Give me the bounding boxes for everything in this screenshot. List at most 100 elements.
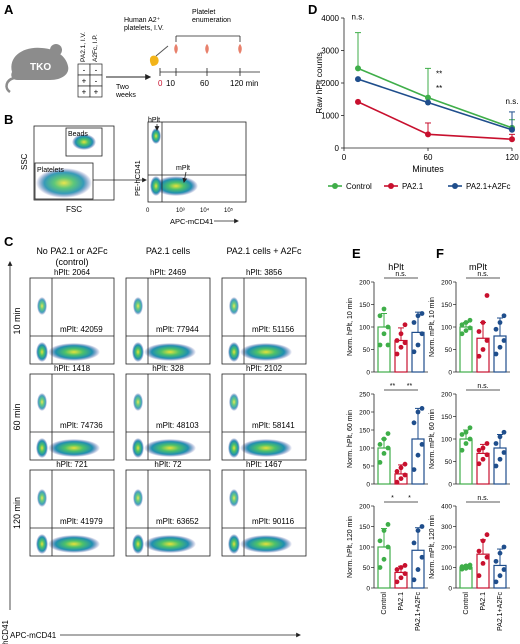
data-point bbox=[411, 349, 417, 355]
y-tick-label: 0 bbox=[448, 482, 452, 489]
treatment-label-pa21: PA2.1, I.V. bbox=[80, 32, 87, 62]
category-label: PA2.1 bbox=[398, 592, 405, 611]
data-point bbox=[509, 136, 515, 143]
mplt-count: mPlt: 63652 bbox=[156, 517, 199, 526]
data-point bbox=[463, 320, 469, 325]
legend-label: PA2.1+A2Fc bbox=[466, 182, 511, 191]
hplt-density bbox=[133, 297, 143, 315]
fsc-axis-label: FSC bbox=[66, 205, 82, 214]
mplt-count: mPlt: 42059 bbox=[60, 325, 103, 334]
y-tick-label: 100 bbox=[359, 325, 370, 332]
data-point bbox=[493, 558, 499, 564]
data-point bbox=[385, 522, 391, 527]
y-axis-label: Norm. mPlt, 120 min bbox=[429, 515, 436, 579]
y-tick-label: 100 bbox=[441, 325, 452, 332]
data-point bbox=[459, 331, 465, 337]
hplt-count: hPlt: 1418 bbox=[54, 364, 91, 373]
data-point bbox=[398, 476, 404, 481]
data-point bbox=[419, 331, 425, 337]
data-point bbox=[377, 313, 383, 319]
data-point bbox=[394, 469, 400, 474]
hplt-density bbox=[37, 393, 47, 411]
x-tick-label: 0 bbox=[342, 153, 347, 162]
data-point bbox=[355, 76, 361, 83]
data-point bbox=[501, 313, 507, 319]
x-tick-label: 120 bbox=[505, 153, 519, 162]
y-tick-label: 2000 bbox=[321, 79, 339, 88]
data-point bbox=[419, 311, 425, 316]
platelets-gate-label: Platelets bbox=[37, 167, 64, 174]
data-point bbox=[385, 431, 391, 436]
mplt-density bbox=[240, 343, 292, 361]
y-axis-label: Raw hPlt counts bbox=[314, 52, 324, 113]
data-point bbox=[419, 406, 425, 411]
double-negative-density bbox=[132, 438, 144, 458]
treatment-cell-mark: - bbox=[95, 77, 98, 86]
data-point bbox=[501, 338, 507, 343]
data-point bbox=[411, 420, 417, 426]
significance-label: ** bbox=[436, 84, 442, 93]
data-point bbox=[425, 99, 431, 106]
mplt-gate-label: mPlt bbox=[176, 165, 190, 172]
data-point bbox=[484, 452, 490, 458]
row-label: 10 min bbox=[12, 307, 22, 334]
hplt-count: hPlt: 328 bbox=[152, 364, 184, 373]
significance-label: n.s. bbox=[395, 271, 406, 278]
significance-label: ** bbox=[390, 383, 396, 390]
data-point bbox=[484, 554, 490, 560]
hplt-count: hPlt: 1467 bbox=[246, 460, 283, 469]
data-point bbox=[459, 447, 465, 453]
data-point bbox=[467, 425, 473, 431]
y-tick-label: 4000 bbox=[321, 14, 339, 23]
data-point bbox=[476, 329, 482, 334]
data-point bbox=[385, 544, 391, 550]
significance-label: ** bbox=[436, 70, 442, 79]
series-line bbox=[357, 78, 513, 131]
category-label: Control bbox=[381, 592, 388, 615]
significance-label: n.s. bbox=[352, 13, 365, 22]
x-axis-label: Minutes bbox=[412, 164, 444, 174]
significance-label: n.s. bbox=[477, 495, 488, 502]
data-point bbox=[377, 442, 383, 447]
panel-ef-bar-charts: 0 50 100 150 200 Norm. hPlt, 10 min n.s. 0 50 100… bbox=[347, 271, 510, 631]
data-point bbox=[467, 436, 473, 442]
panel-b-flow-gating: Beads Platelets SSC FSC hPlt mPlt 0 10³ … bbox=[20, 117, 247, 226]
syringe-icon bbox=[155, 45, 169, 57]
panel-letter-d: D bbox=[308, 2, 317, 17]
timepoint-0: 0 bbox=[158, 79, 163, 88]
y-tick-label: 0 bbox=[448, 586, 452, 593]
data-point bbox=[467, 317, 473, 323]
y-tick-label: 50 bbox=[445, 459, 453, 466]
treatment-cell bbox=[89, 85, 103, 98]
data-point bbox=[501, 544, 507, 550]
legend-marker bbox=[452, 183, 458, 189]
double-negative-density bbox=[132, 342, 144, 362]
category-label: PA2.1 bbox=[480, 592, 487, 611]
mouse-icon bbox=[11, 47, 69, 80]
data-point bbox=[459, 322, 465, 328]
data-point bbox=[402, 472, 408, 478]
column-header: No PA2.1 or A2Fc (control) bbox=[36, 246, 108, 267]
double-negative-density bbox=[132, 534, 144, 554]
y-tick-label: 250 bbox=[359, 392, 370, 399]
y-tick-label: 100 bbox=[441, 437, 452, 444]
mplt-count: mPlt: 51156 bbox=[252, 325, 295, 334]
y-tick-label: 150 bbox=[359, 428, 370, 435]
data-point bbox=[493, 351, 499, 357]
significance-label: * bbox=[391, 495, 394, 502]
data-point bbox=[476, 461, 482, 467]
y-tick-label: 150 bbox=[441, 414, 452, 421]
significance-label: n.s. bbox=[477, 383, 488, 390]
column-header: PA2.1 cells + A2Fc bbox=[226, 246, 302, 256]
beads-gate bbox=[65, 127, 103, 157]
data-point bbox=[381, 306, 387, 312]
data-point bbox=[355, 98, 361, 105]
data-point bbox=[493, 579, 499, 585]
data-point bbox=[381, 451, 387, 456]
data-point bbox=[381, 436, 387, 442]
data-point bbox=[493, 463, 499, 469]
data-point bbox=[377, 538, 383, 544]
y-tick-label: 1000 bbox=[321, 112, 339, 121]
y-axis-label: Norm. hPlt, 60 min bbox=[347, 410, 354, 468]
hplt-count: hPlt: 72 bbox=[154, 460, 182, 469]
